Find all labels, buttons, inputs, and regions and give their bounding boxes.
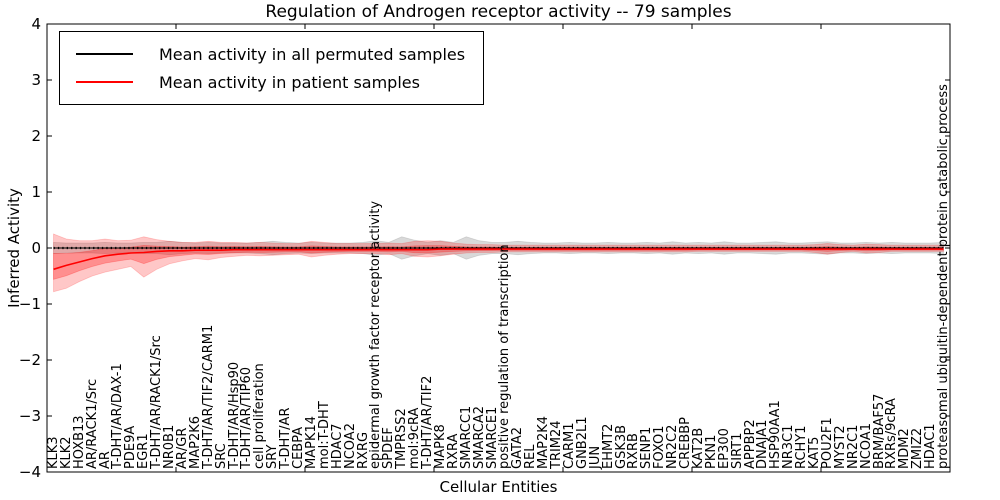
- x-tick-label: CARM1: [561, 422, 577, 470]
- x-tick-label: PKN1: [703, 434, 719, 469]
- x-tick-label: NCOA2: [342, 423, 358, 469]
- x-tick-label: SRC: [213, 443, 229, 469]
- x-tick-label: MAPK8: [432, 424, 448, 469]
- x-tick-label: POU2F1: [819, 417, 835, 469]
- x-tick-label: JUN: [587, 445, 603, 469]
- x-tick-label: MYST2: [832, 425, 848, 469]
- chart-title: Regulation of Androgen receptor activity…: [265, 2, 732, 22]
- x-tick-label: MAPK14: [303, 415, 319, 469]
- x-tick-label: KLK3: [45, 436, 61, 469]
- x-tick-label: NR2C1: [845, 424, 861, 469]
- y-tick-label: 1: [31, 183, 41, 201]
- x-tick-label: EP300: [716, 428, 732, 469]
- x-tick-label: T-DHT/AR/TIF2/CARM1: [200, 324, 216, 469]
- x-tick-label: NCOA1: [858, 423, 874, 469]
- x-tick-label: SIRT1: [729, 432, 745, 469]
- legend-line-swatch-patient: [76, 81, 133, 83]
- x-tick-label: mol:T-DHT: [316, 401, 332, 469]
- x-tick-label: EHMT2: [600, 423, 616, 469]
- y-tick-label: 2: [31, 127, 41, 145]
- x-tick-label: SMARCC1: [458, 405, 474, 469]
- y-tick-label: 3: [31, 71, 41, 89]
- x-tick-label: KAT2B: [690, 427, 706, 469]
- x-tick-label: SMARCA2: [471, 406, 487, 469]
- x-tick-label: RXRA: [445, 433, 461, 469]
- y-tick-label: 0: [31, 239, 41, 257]
- x-tick-label: proteasomal ubiquitin-dependent protein …: [936, 84, 952, 469]
- y-tick-label: 4: [31, 15, 41, 33]
- x-tick-label: AR/RACK1/Src: [84, 378, 100, 469]
- legend-item-permuted: Mean activity in all permuted samples: [76, 40, 465, 68]
- y-tick-label: −2: [18, 351, 41, 369]
- x-tick-label: GNB2L1: [574, 416, 590, 469]
- x-tick-label: MAP2K6: [187, 415, 203, 469]
- legend-label-permuted: Mean activity in all permuted samples: [159, 44, 466, 64]
- legend-label-patient: Mean activity in patient samples: [159, 72, 420, 92]
- x-tick-label: KLK2: [58, 436, 74, 469]
- x-tick-label: HDAC7: [329, 423, 345, 469]
- y-tick-label: −1: [18, 295, 41, 313]
- x-tick-label: AR/GR: [174, 427, 190, 469]
- patient-mean-line: [53, 248, 944, 271]
- legend-line-swatch-permuted: [76, 53, 133, 55]
- y-tick-label: −3: [18, 407, 41, 425]
- legend-box: Mean activity in all permuted samples Me…: [59, 31, 485, 105]
- x-axis-label: Cellular Entities: [439, 478, 558, 496]
- y-tick-label: −4: [18, 463, 41, 481]
- x-tick-label: HOXB13: [71, 415, 87, 469]
- legend-item-patient: Mean activity in patient samples: [76, 68, 465, 96]
